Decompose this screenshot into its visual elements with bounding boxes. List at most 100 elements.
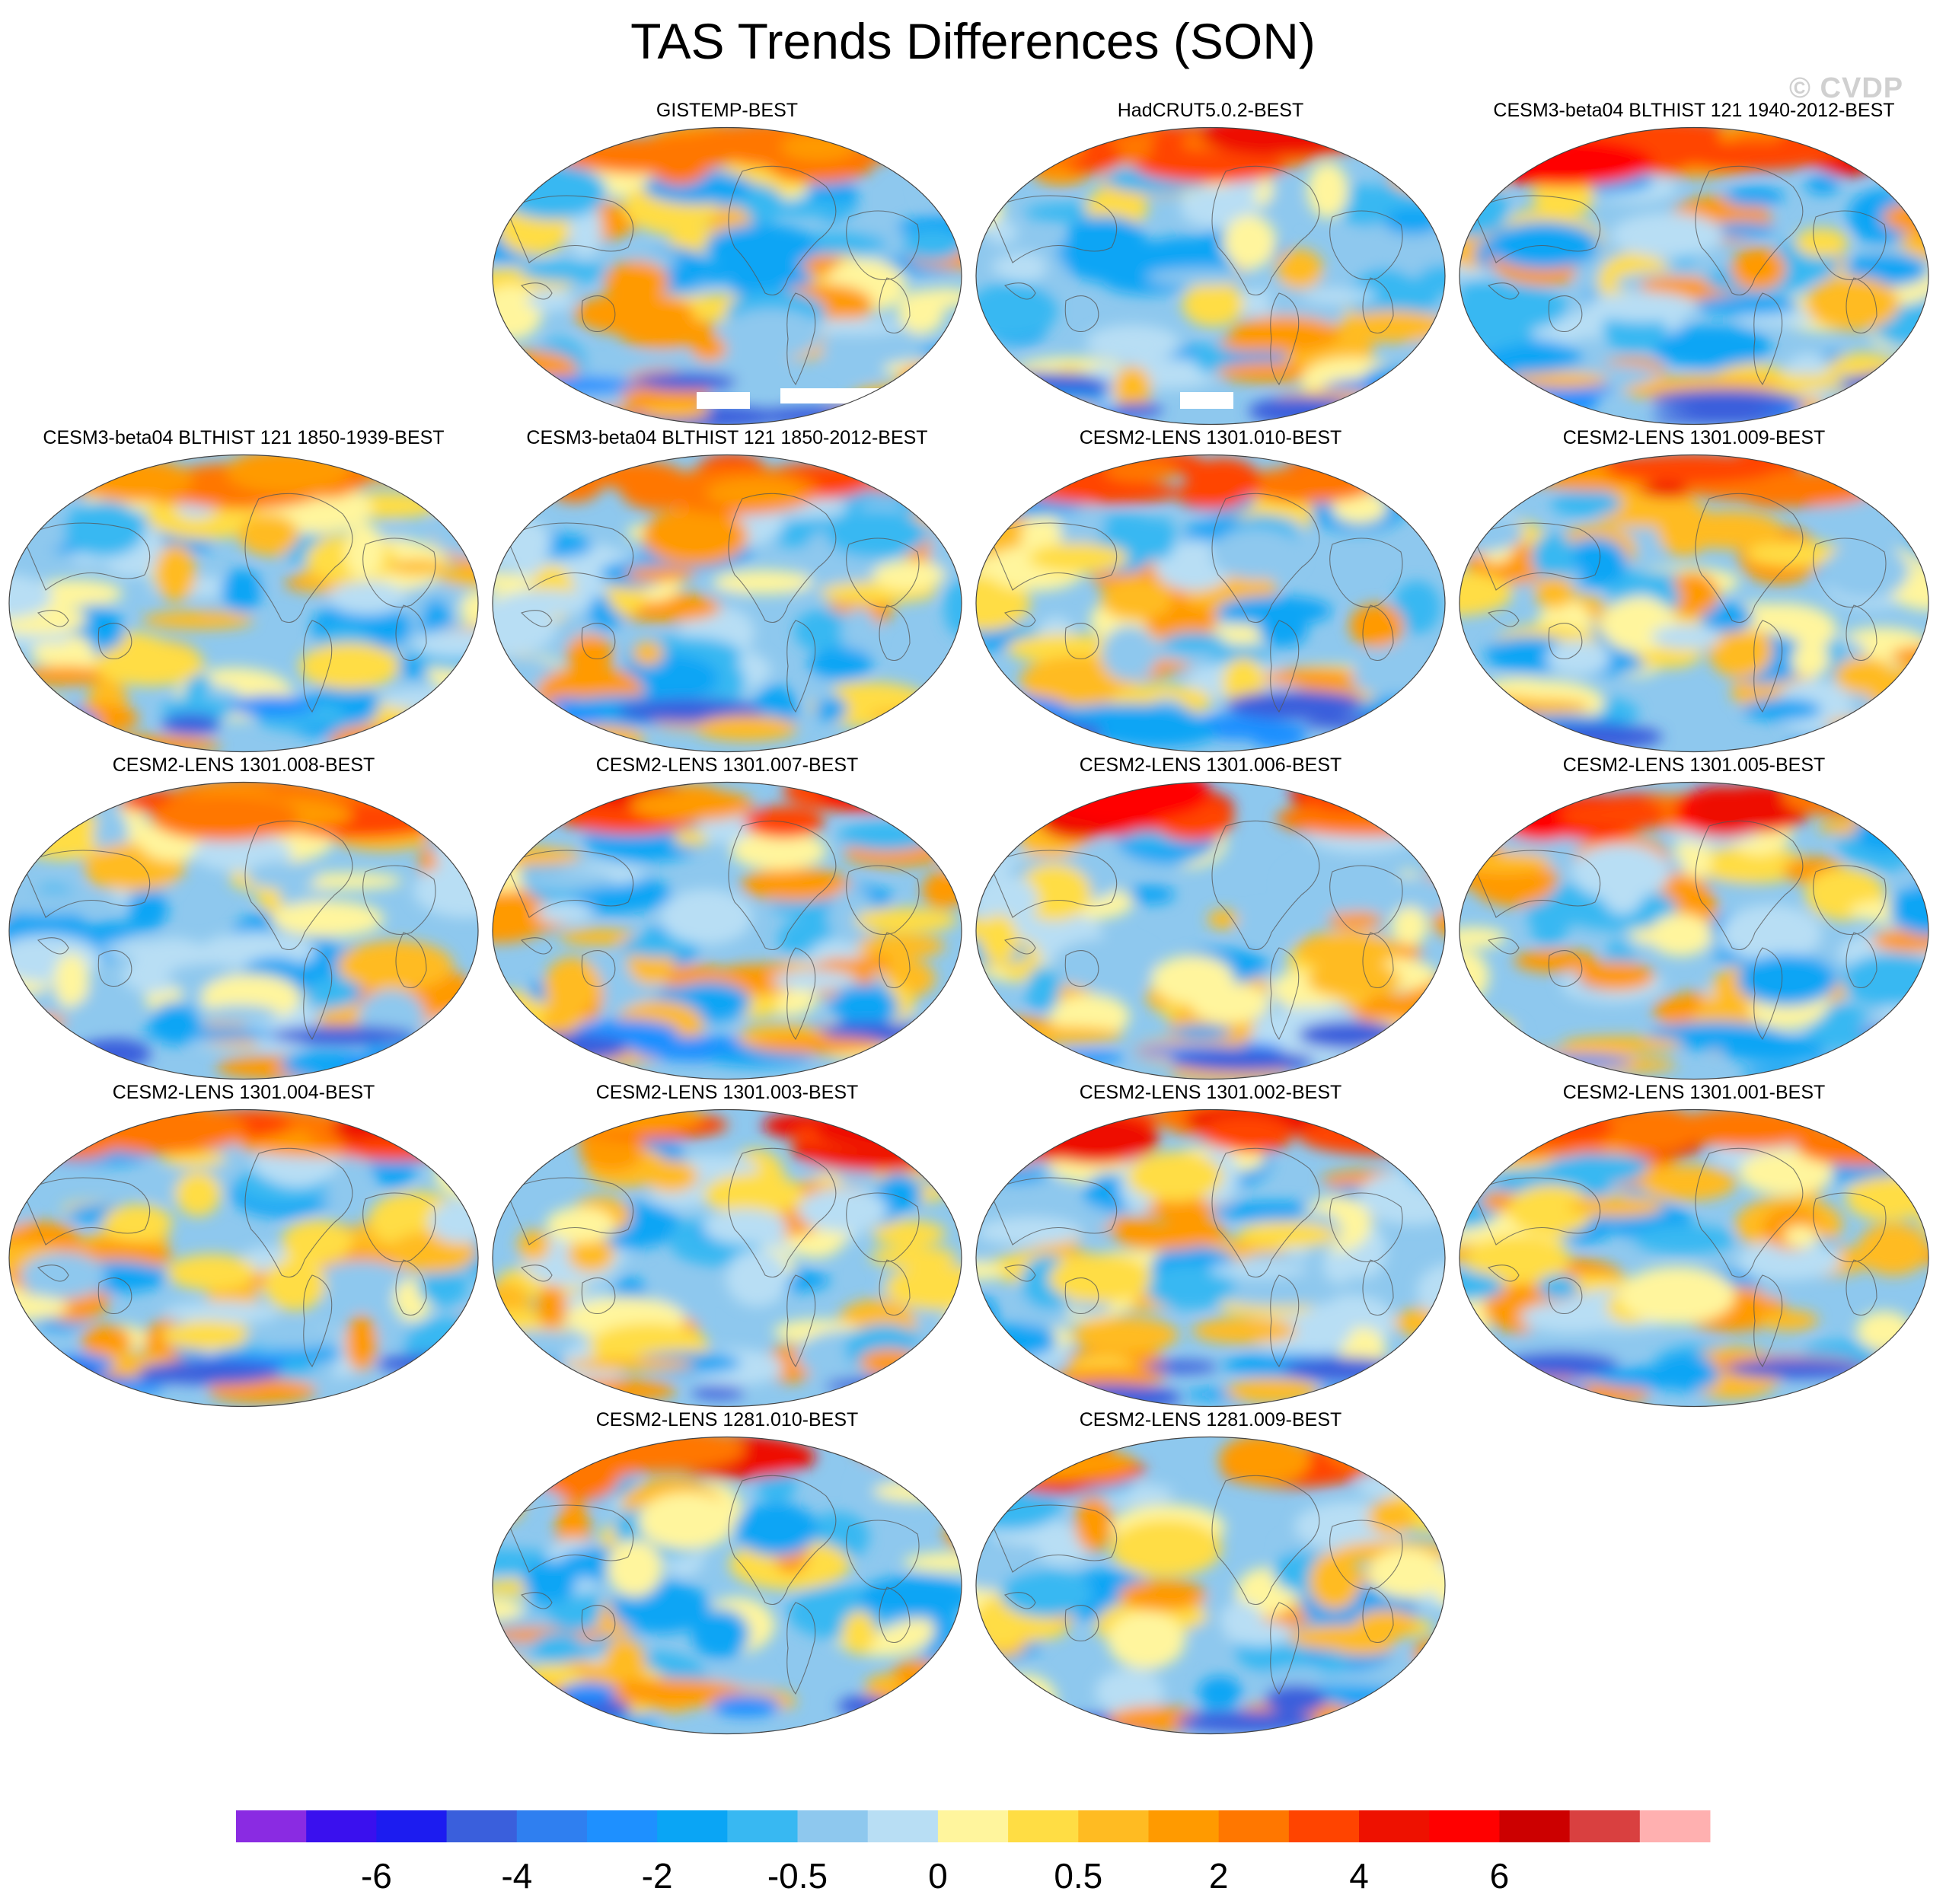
coastline [506, 1504, 634, 1573]
coastline [97, 623, 132, 660]
anomaly-patch [493, 319, 503, 345]
anomaly-patch [536, 1285, 567, 1329]
coastline [879, 932, 911, 989]
coastline [989, 850, 1118, 918]
anomaly-patch [1791, 643, 1830, 678]
anomaly-patch [1074, 1494, 1113, 1552]
anomaly-patch [1889, 884, 1928, 936]
coastline [1362, 1259, 1394, 1316]
colorbar-swatch [306, 1810, 377, 1842]
trend-map [492, 454, 962, 753]
southern-patch [560, 1682, 617, 1702]
anomaly-patch [9, 893, 112, 915]
anomaly-patch [901, 229, 962, 261]
anomaly-patch [1507, 1185, 1594, 1236]
southern-patch [694, 716, 798, 742]
coastlines [989, 820, 1403, 1041]
figure-title: TAS Trends Differences (SON) [630, 13, 1316, 69]
anomaly-patch [493, 1654, 528, 1683]
anomaly-patch [713, 569, 813, 595]
anomaly-patch [809, 647, 873, 681]
anomaly-patch [1820, 280, 1867, 329]
coastline [581, 1277, 616, 1315]
anomaly-patch [741, 868, 850, 901]
anomaly-patch [1216, 362, 1322, 383]
colorbar-swatch [657, 1810, 728, 1842]
anomaly-patch [1367, 1499, 1415, 1535]
coastline [1270, 620, 1300, 713]
colorbar-swatch [586, 1810, 658, 1842]
coastline [581, 1605, 616, 1642]
anomaly-patch [659, 889, 753, 945]
anomaly-patch [192, 834, 292, 872]
arctic-patch [853, 1437, 949, 1467]
arctic-patch [815, 1112, 959, 1151]
trend-map [8, 1108, 479, 1408]
map-panel: GISTEMP-BEST [483, 99, 971, 434]
southern-patch [270, 1025, 416, 1045]
southern-patch [707, 1049, 812, 1067]
coastline [1813, 1192, 1887, 1263]
coastline [1270, 292, 1300, 386]
coastlines [1472, 165, 1887, 386]
coastline [244, 820, 353, 951]
anomaly-patch [388, 559, 448, 576]
anomaly-patch [1110, 1520, 1222, 1577]
anomaly-patch [1708, 623, 1772, 678]
anomaly-patch [1817, 817, 1928, 837]
panel-title: CESM2-LENS 1301.007-BEST [595, 754, 859, 776]
arctic-patch [1185, 458, 1261, 504]
anomaly-patch [1601, 865, 1645, 915]
southern-patch [340, 1054, 404, 1076]
coastline [846, 865, 920, 936]
anomaly-patch [1268, 273, 1345, 330]
trend-map [975, 1108, 1446, 1408]
coastline [1329, 1192, 1403, 1263]
anomaly-patch [760, 200, 860, 217]
anomaly-patch [632, 641, 664, 665]
anomaly-patch [976, 365, 1023, 397]
colorbar-swatch [516, 1810, 588, 1842]
anomaly-patch [1475, 1019, 1523, 1051]
coastline [362, 537, 436, 608]
coastline [1753, 1274, 1783, 1368]
southern-patch [1536, 1054, 1633, 1067]
panel-title: CESM2-LENS 1301.005-BEST [1562, 754, 1826, 776]
anomaly-patch [1328, 911, 1383, 930]
panel-title: CESM3-beta04 BLTHIST 121 1850-1939-BEST [43, 427, 445, 448]
anomaly-patch [1822, 543, 1909, 600]
anomaly-patch [461, 590, 478, 630]
anomaly-patch [1144, 1264, 1235, 1309]
coastline [581, 295, 616, 333]
southern-patch [1857, 1376, 1920, 1405]
arctic-patch [1035, 1114, 1160, 1164]
anomaly-patch [155, 544, 196, 602]
anomaly-patch [1871, 928, 1928, 953]
colorbar-tick-label: -0.5 [767, 1856, 828, 1896]
anomaly-patch [1210, 528, 1302, 580]
coastline [1753, 947, 1783, 1041]
southern-patch [824, 1376, 962, 1394]
panel-title: CESM2-LENS 1301.006-BEST [1079, 754, 1342, 776]
anomaly-patch [263, 1258, 326, 1311]
anomaly-patch [798, 1188, 888, 1233]
anomaly-patch [161, 1320, 252, 1351]
trend-map [975, 781, 1446, 1080]
southern-patch [1298, 1020, 1402, 1050]
southern-patch [750, 1036, 885, 1054]
anomaly-patch [898, 290, 945, 334]
anomaly-patch [1568, 1196, 1664, 1217]
southern-patch [859, 1348, 919, 1376]
coastline [1472, 522, 1601, 591]
colorbar-swatch [446, 1810, 518, 1842]
southern-patch [1061, 703, 1198, 727]
anomaly-patch [986, 1166, 1048, 1183]
anomaly-patch [1871, 301, 1928, 351]
anomaly-patch [662, 261, 748, 284]
anomaly-patch [661, 1273, 710, 1300]
anomaly-patch [1676, 511, 1784, 550]
coastlines [989, 493, 1403, 713]
coastline [728, 493, 837, 624]
anomaly-patch [1391, 907, 1428, 946]
anomaly-patch [1460, 1029, 1508, 1057]
